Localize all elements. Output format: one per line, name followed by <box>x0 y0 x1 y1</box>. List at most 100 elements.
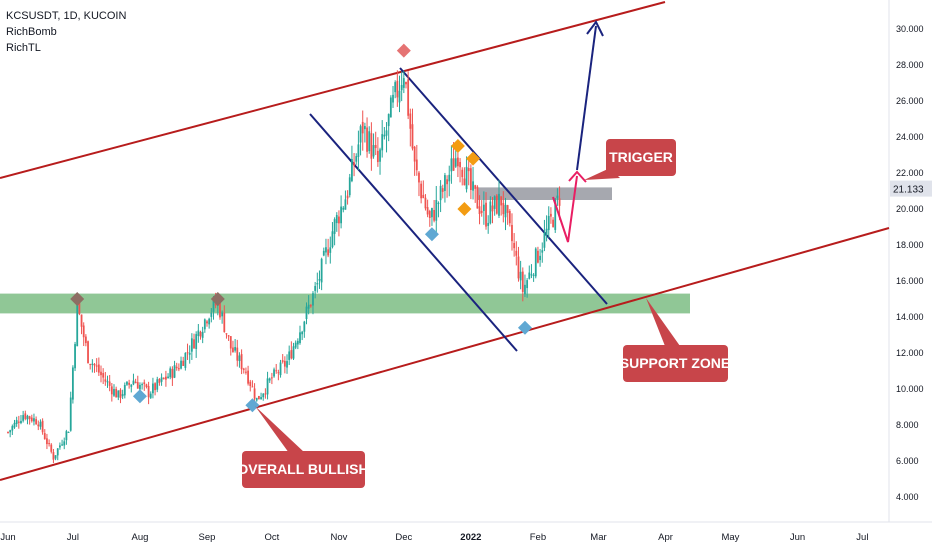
candle-body <box>368 131 371 152</box>
price-axis-ticks: 30.000 28.000 26.000 24.000 22.000 20.000 18.0… <box>896 24 924 502</box>
price-tick-label: 12.000 <box>896 348 924 358</box>
candle-body <box>169 368 172 378</box>
support-zone[interactable] <box>0 293 690 314</box>
candle-body <box>67 431 70 433</box>
candle-body <box>485 202 487 227</box>
candle-body <box>195 334 198 349</box>
candle-body <box>33 418 35 422</box>
trigger-callout[interactable]: TRIGGER <box>584 139 676 180</box>
candle-body <box>20 420 22 424</box>
candle-body <box>277 372 280 374</box>
candle-body <box>134 381 137 384</box>
candle-body <box>528 272 531 279</box>
candle-body <box>95 365 98 367</box>
time-tick-label: Nov <box>330 532 347 543</box>
candle-body <box>152 383 154 394</box>
candle-body <box>245 371 247 373</box>
signal-diamond <box>424 227 439 242</box>
candle-body <box>201 331 204 338</box>
bullish-callout[interactable]: OVERALL BULLISH <box>237 406 369 488</box>
candle-body <box>97 364 100 373</box>
candle-body <box>322 250 325 256</box>
candle-body <box>331 231 334 248</box>
time-tick-label: Jun <box>790 532 805 543</box>
candle-body <box>325 247 327 253</box>
indicator-richbomb[interactable]: RichBomb <box>6 26 57 38</box>
candle-body <box>424 197 427 209</box>
candle-body <box>327 249 330 256</box>
candle-body <box>506 205 509 213</box>
candle-body <box>143 382 146 384</box>
channel-lower-line[interactable] <box>0 227 890 481</box>
candle-body <box>251 386 254 388</box>
projection-navy-arrowhead <box>586 20 604 37</box>
candle-body <box>552 219 554 227</box>
candle-body <box>493 196 496 209</box>
candle-body <box>461 169 464 178</box>
candle-body <box>439 185 442 201</box>
candle-body <box>80 314 83 327</box>
candle-body <box>457 157 459 167</box>
candle-body <box>366 127 368 152</box>
price-tick-label: 10.000 <box>896 384 924 394</box>
indicator-richtl[interactable]: RichTL <box>6 42 41 54</box>
candle-body <box>435 199 438 221</box>
time-tick-label: 2022 <box>460 532 481 543</box>
projection-pink-path <box>552 175 578 243</box>
time-tick-label: Aug <box>131 532 148 543</box>
candle-body <box>132 380 135 385</box>
candle-body <box>164 376 167 380</box>
price-tick-label: 8.000 <box>896 420 919 430</box>
candle-body <box>530 274 533 276</box>
candle-body <box>400 85 403 91</box>
candle-body <box>130 384 133 387</box>
current-price-tag-bg <box>890 180 932 197</box>
candle-body <box>39 421 42 427</box>
descending-channel-upper[interactable] <box>399 67 608 305</box>
candle-body <box>258 395 260 400</box>
candle-body <box>495 195 498 214</box>
descending-channel-lower[interactable] <box>309 113 518 352</box>
candle-body <box>219 300 221 318</box>
candle-body <box>286 361 288 368</box>
trigger-zone[interactable] <box>478 187 612 200</box>
candle-body <box>489 201 492 224</box>
candle-body <box>59 445 61 448</box>
candle-body <box>329 247 332 253</box>
candle-body <box>82 325 85 338</box>
candlestick-series <box>7 70 561 464</box>
candle-body <box>534 248 537 277</box>
candle-body <box>431 208 433 218</box>
candle-body <box>463 178 466 186</box>
candle-body <box>63 441 66 446</box>
channel-upper-line[interactable] <box>0 1 666 179</box>
candle-body <box>333 219 336 234</box>
candle-body <box>128 382 131 385</box>
candle-body <box>270 377 273 379</box>
candle-body <box>74 344 76 369</box>
support-callout[interactable]: SUPPORT ZONE <box>620 298 730 382</box>
candle-body <box>389 97 392 118</box>
candle-body <box>234 347 237 351</box>
candle-body <box>550 213 552 217</box>
candle-body <box>517 256 520 279</box>
candle-body <box>281 360 284 362</box>
candle-body <box>338 216 340 224</box>
candle-body <box>411 124 414 149</box>
candle-body <box>351 158 353 182</box>
candle-body <box>87 341 89 364</box>
signal-diamond <box>210 292 225 306</box>
candle-body <box>428 211 431 219</box>
candle-body <box>149 393 152 398</box>
candle-body <box>292 346 295 359</box>
candle-body <box>264 393 267 395</box>
time-tick-label: Feb <box>530 532 546 543</box>
candle-body <box>84 336 87 344</box>
candle-body <box>398 90 401 103</box>
candle-body <box>35 419 38 425</box>
symbol-line: KCSUSDT, 1D, KUCOIN <box>6 10 127 22</box>
candle-body <box>69 397 72 431</box>
candle-body <box>487 222 490 226</box>
candle-body <box>188 352 191 355</box>
